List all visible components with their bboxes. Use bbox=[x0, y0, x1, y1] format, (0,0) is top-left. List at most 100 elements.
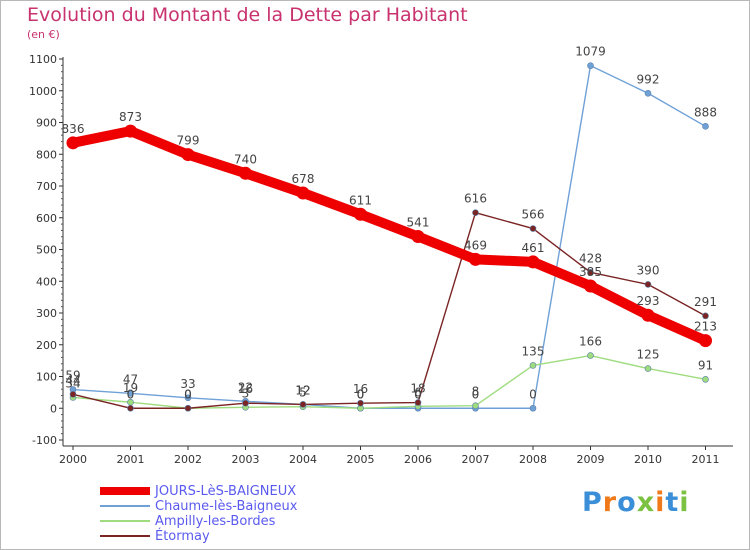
x-tick-label: 2000 bbox=[59, 453, 87, 466]
legend-item: JOURS-LèS-BAIGNEUX bbox=[100, 484, 360, 499]
y-tick-label: 1000 bbox=[29, 85, 57, 98]
data-label: 1079 bbox=[575, 45, 606, 59]
legend-label: Chaume-lès-Baigneux bbox=[155, 499, 298, 514]
data-label: 3 bbox=[242, 386, 250, 400]
legend-item: Ampilly-les-Bordes bbox=[100, 514, 360, 529]
data-point bbox=[587, 62, 594, 69]
data-point bbox=[181, 148, 195, 162]
y-tick-label: -100 bbox=[32, 434, 57, 447]
legend-swatch bbox=[100, 505, 150, 507]
data-label: 16 bbox=[238, 382, 253, 396]
data-label: 12 bbox=[295, 383, 310, 397]
data-label: 0 bbox=[472, 387, 480, 401]
y-tick-label: 400 bbox=[36, 275, 57, 288]
data-label: 740 bbox=[234, 152, 257, 166]
data-label: 0 bbox=[184, 387, 192, 401]
x-tick-label: 2007 bbox=[462, 453, 490, 466]
data-point bbox=[124, 124, 137, 138]
legend-swatch bbox=[100, 520, 150, 522]
data-label: 22 bbox=[238, 380, 253, 394]
logo-letter: x bbox=[636, 487, 656, 518]
data-label: 44 bbox=[65, 373, 80, 387]
series-line-1 bbox=[72, 64, 707, 409]
x-tick-label: 2002 bbox=[174, 453, 202, 466]
y-tick-label: 800 bbox=[36, 148, 57, 161]
data-label: 0 bbox=[184, 387, 192, 401]
x-tick-label: 2005 bbox=[347, 453, 375, 466]
y-tick-label: 0 bbox=[50, 402, 57, 415]
legend-swatch bbox=[100, 487, 150, 495]
chart-title: Evolution du Montant de la Dette par Hab… bbox=[27, 4, 468, 26]
data-label: 461 bbox=[522, 241, 545, 255]
data-point bbox=[584, 279, 597, 293]
data-label: 293 bbox=[637, 294, 660, 308]
series-line-3 bbox=[72, 211, 707, 409]
data-label: 12 bbox=[295, 383, 310, 397]
data-label: 291 bbox=[694, 295, 717, 309]
legend-label: Étormay bbox=[155, 529, 210, 544]
data-label: 34 bbox=[65, 376, 80, 390]
data-point bbox=[127, 404, 134, 412]
data-label: 213 bbox=[694, 320, 717, 334]
data-label: 19 bbox=[123, 381, 138, 395]
series-line-0 bbox=[68, 126, 711, 346]
logo-letter: i bbox=[655, 487, 666, 518]
data-label: 18 bbox=[410, 382, 425, 396]
x-tick-label: 2003 bbox=[232, 453, 260, 466]
data-point bbox=[472, 402, 479, 410]
data-point bbox=[526, 255, 540, 269]
data-label: 0 bbox=[357, 387, 365, 401]
data-label: 59 bbox=[65, 369, 80, 383]
data-label: 0 bbox=[529, 387, 537, 401]
data-label: 888 bbox=[694, 105, 717, 119]
data-label: 469 bbox=[464, 238, 487, 252]
data-point bbox=[644, 365, 652, 372]
data-point bbox=[69, 390, 77, 398]
data-point bbox=[529, 362, 537, 369]
data-label: 873 bbox=[119, 110, 142, 124]
x-tick-label: 2009 bbox=[577, 453, 605, 466]
data-point bbox=[644, 89, 652, 97]
data-label: 385 bbox=[579, 265, 602, 279]
x-tick-label: 2006 bbox=[404, 453, 432, 466]
legend-item: Chaume-lès-Baigneux bbox=[100, 499, 360, 514]
x-tick-label: 2011 bbox=[692, 453, 720, 466]
data-label: 5 bbox=[299, 386, 307, 400]
data-point bbox=[587, 352, 594, 359]
legend-swatch bbox=[100, 535, 150, 537]
x-tick-label: 2001 bbox=[117, 453, 145, 466]
data-point bbox=[529, 225, 537, 232]
data-label: 0 bbox=[357, 387, 365, 401]
data-point bbox=[357, 399, 364, 407]
x-tick-label: 2008 bbox=[519, 453, 547, 466]
data-point bbox=[411, 229, 425, 243]
data-label: 992 bbox=[637, 72, 660, 86]
data-label: 566 bbox=[522, 208, 545, 222]
data-point bbox=[529, 404, 537, 412]
data-label: 166 bbox=[579, 335, 602, 349]
chart-unit-label: (en €) bbox=[27, 28, 60, 41]
logo-letter: r bbox=[602, 487, 618, 518]
data-point bbox=[184, 394, 192, 402]
data-point bbox=[299, 401, 307, 408]
data-label: 91 bbox=[698, 358, 713, 372]
series-line-2 bbox=[72, 354, 707, 409]
data-label: 836 bbox=[62, 122, 85, 136]
logo-letter: t bbox=[665, 487, 680, 518]
data-point bbox=[414, 399, 422, 406]
y-tick-label: 200 bbox=[36, 339, 57, 352]
data-label: 0 bbox=[127, 387, 135, 401]
legend: JOURS-LèS-BAIGNEUX Chaume-lès-Baigneux Amp… bbox=[100, 484, 360, 544]
data-label: 541 bbox=[407, 215, 430, 229]
data-point bbox=[354, 207, 367, 221]
data-label: 47 bbox=[123, 372, 138, 386]
data-label: 616 bbox=[464, 192, 487, 206]
data-point bbox=[587, 269, 594, 276]
x-tick-label: 2004 bbox=[289, 453, 317, 466]
data-point bbox=[239, 166, 252, 180]
data-point bbox=[296, 186, 310, 200]
data-point bbox=[644, 281, 652, 288]
data-label: 678 bbox=[292, 172, 315, 186]
data-label: 0 bbox=[414, 387, 422, 401]
